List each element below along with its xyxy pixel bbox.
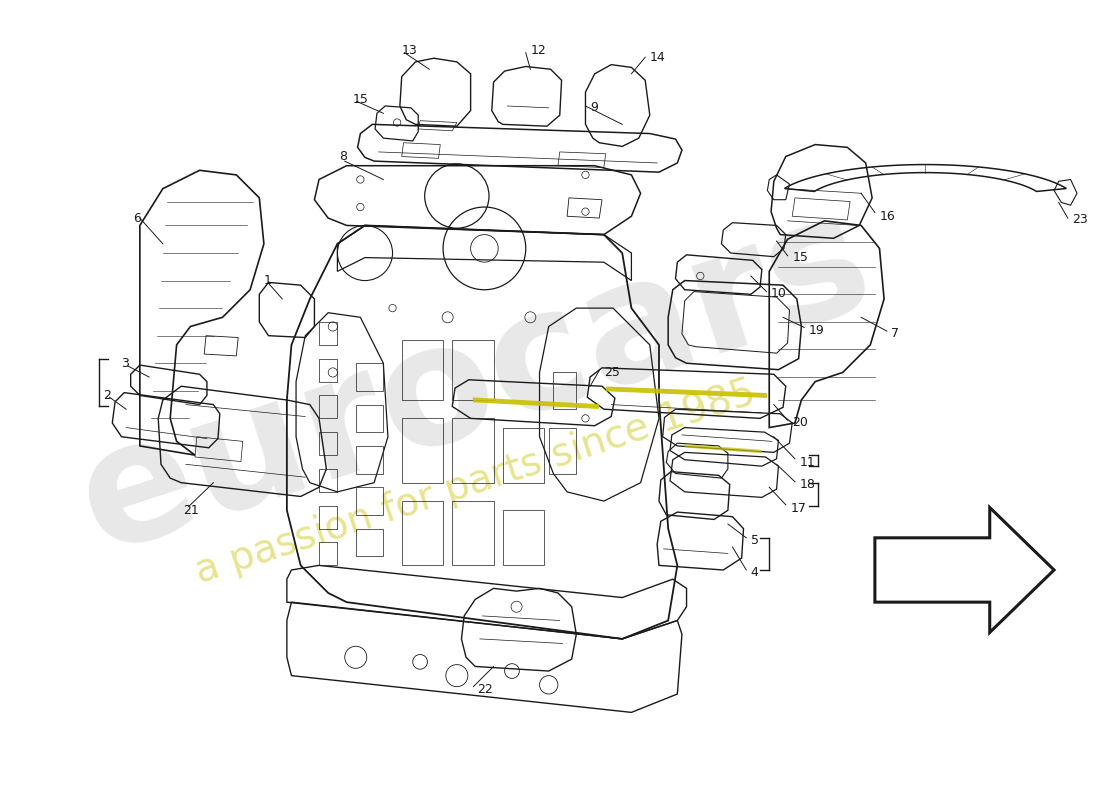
Text: 20: 20	[792, 417, 808, 430]
Text: 8: 8	[339, 150, 348, 163]
Text: 16: 16	[880, 210, 895, 222]
Text: 18: 18	[800, 478, 815, 491]
Text: 2: 2	[103, 389, 111, 402]
Text: 10: 10	[771, 287, 786, 300]
Text: 17: 17	[791, 502, 806, 515]
Text: 1: 1	[264, 274, 272, 287]
Text: 13: 13	[402, 44, 418, 58]
Text: 21: 21	[183, 504, 199, 517]
Text: 22: 22	[477, 683, 493, 696]
Text: 14: 14	[650, 50, 666, 64]
Polygon shape	[874, 507, 1054, 633]
Text: 25: 25	[604, 366, 619, 379]
Text: 3: 3	[121, 357, 130, 370]
Text: 4: 4	[751, 566, 759, 579]
Text: 15: 15	[353, 93, 369, 106]
Text: 5: 5	[751, 534, 759, 547]
Text: 6: 6	[133, 211, 141, 225]
Text: 11: 11	[800, 456, 815, 469]
Text: 23: 23	[1072, 214, 1088, 226]
Text: 15: 15	[792, 251, 808, 264]
Text: a passion for parts since 1985: a passion for parts since 1985	[190, 374, 760, 591]
Text: eurocars: eurocars	[59, 178, 891, 586]
Text: 9: 9	[590, 102, 598, 114]
Text: 19: 19	[808, 324, 825, 337]
Text: 7: 7	[891, 327, 900, 340]
Text: 12: 12	[530, 44, 546, 58]
